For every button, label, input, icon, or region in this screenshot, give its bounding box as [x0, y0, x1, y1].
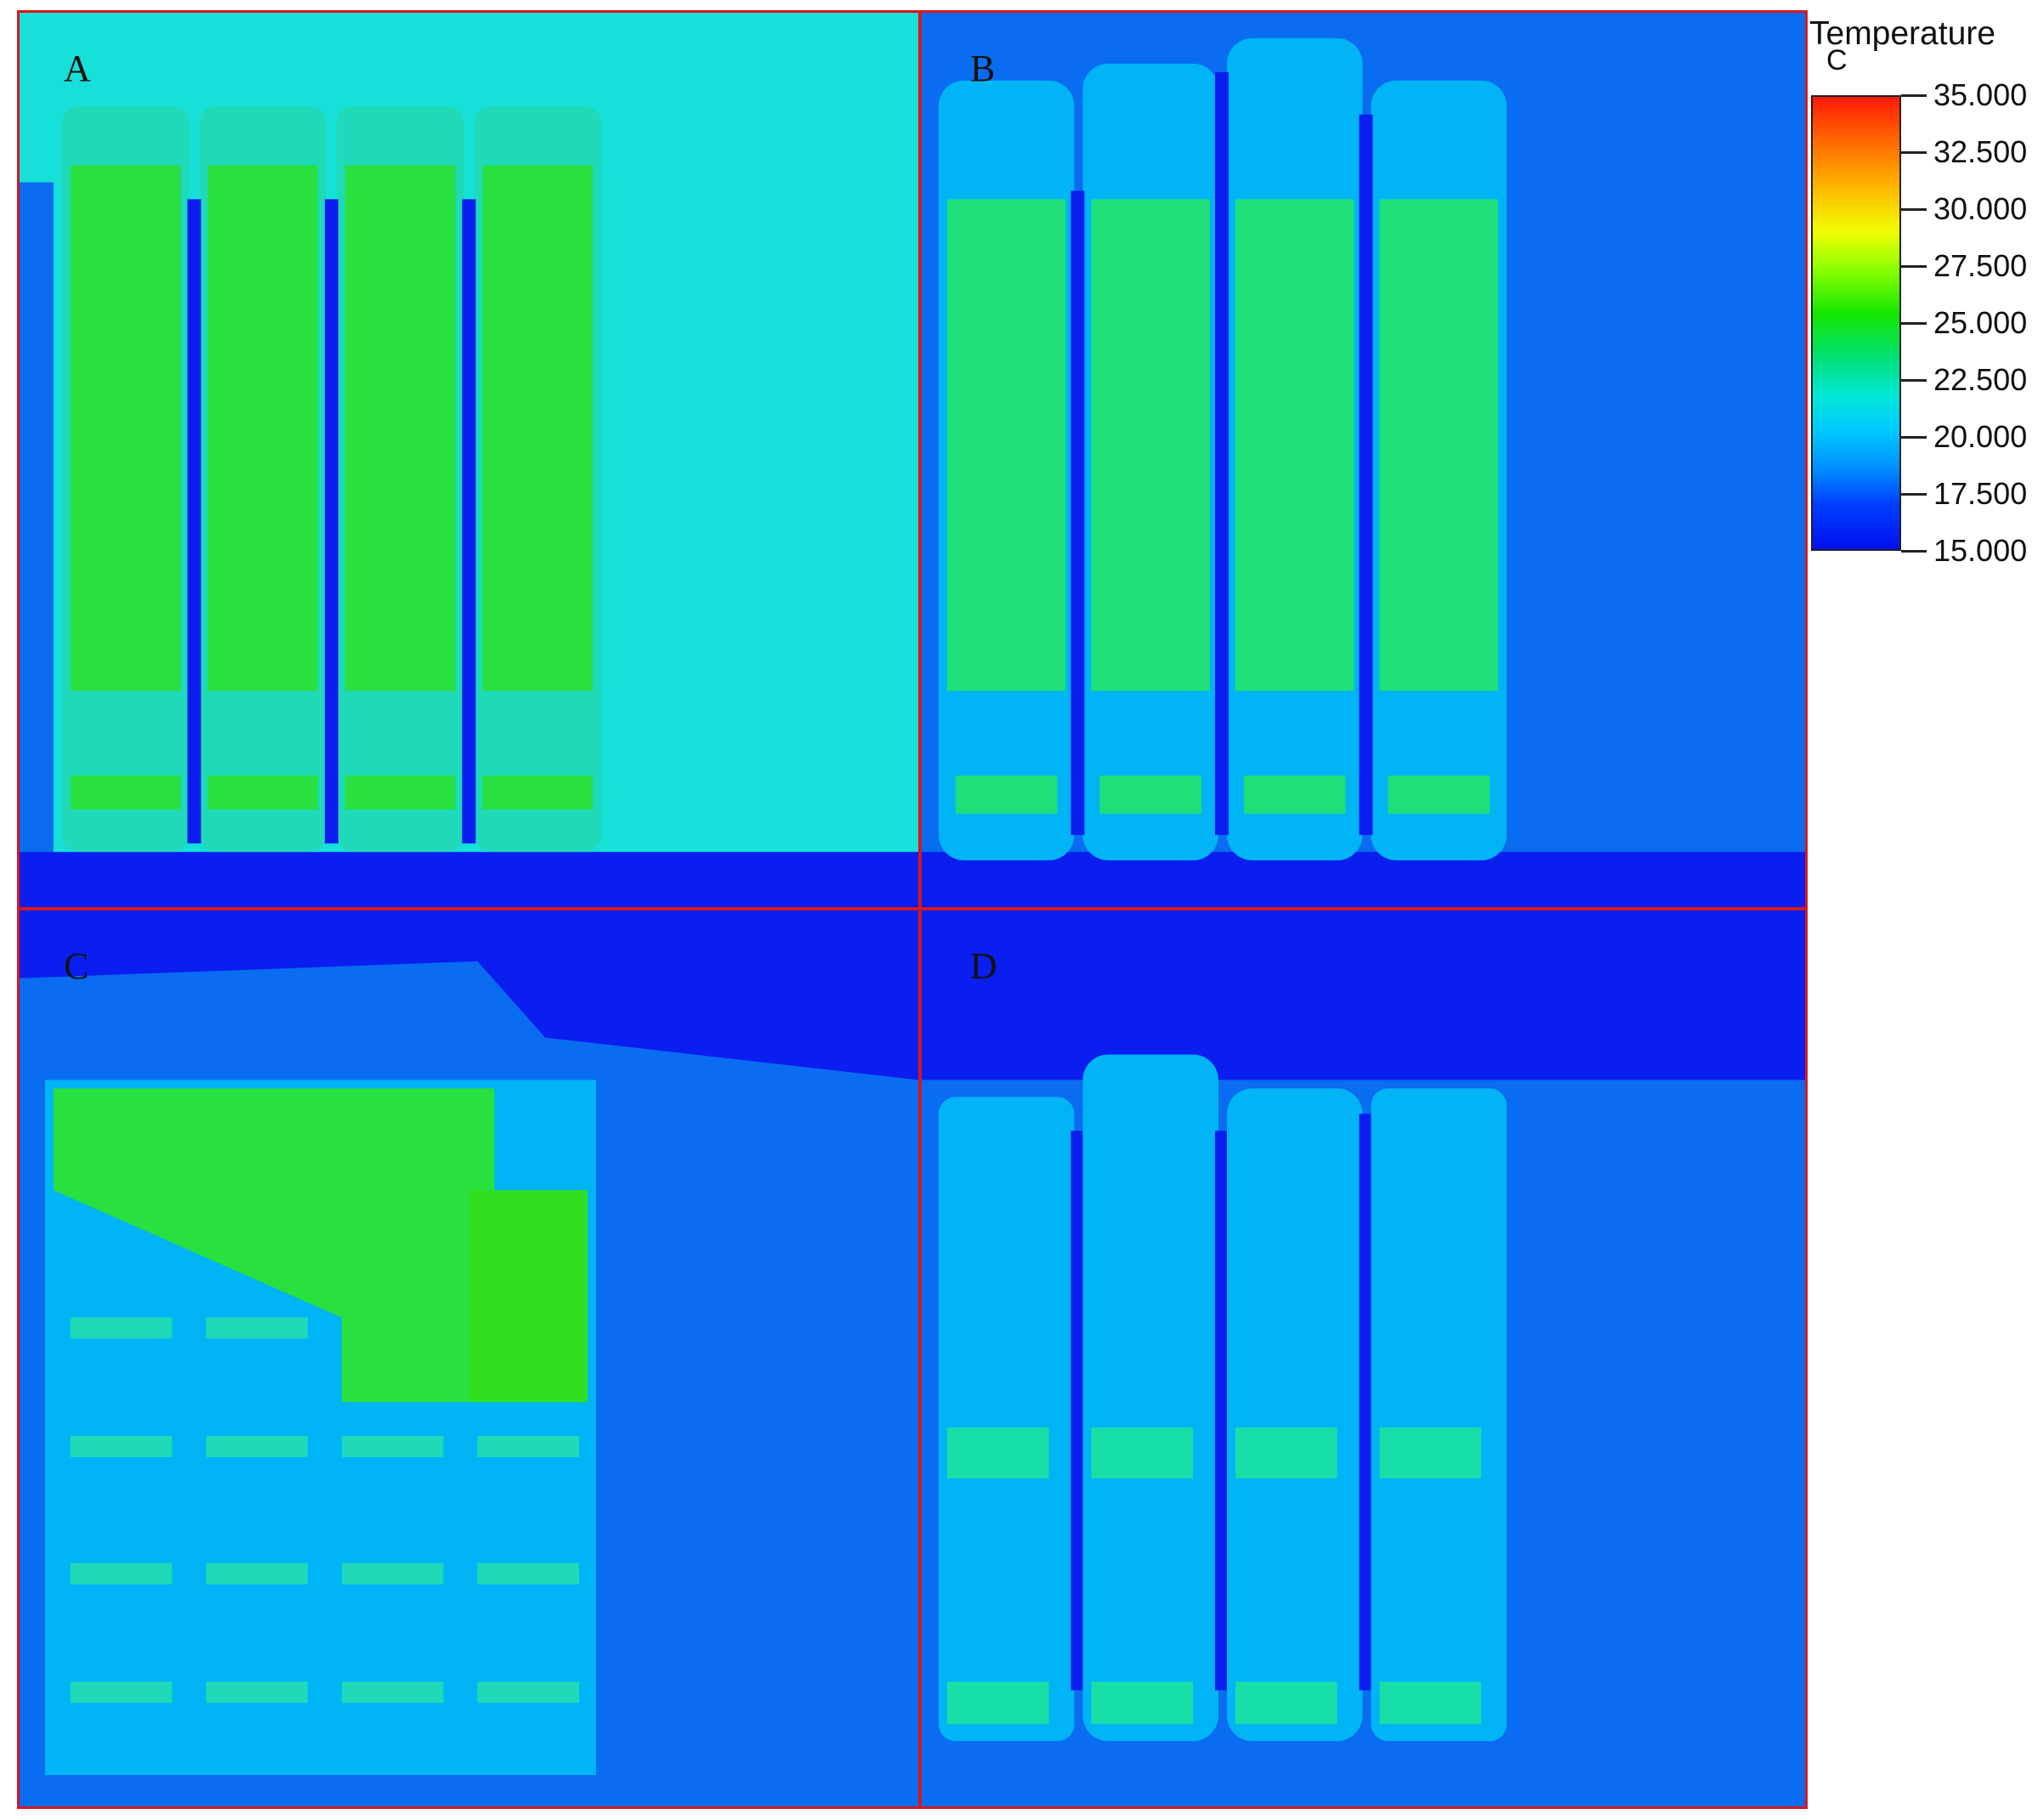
- legend-tick-label: 17.500: [1933, 476, 2028, 511]
- legend-tick: [1901, 379, 1927, 382]
- legend-tick: [1901, 322, 1927, 325]
- legend-tick: [1901, 94, 1927, 97]
- panel-b: B: [919, 10, 1808, 910]
- legend-tick-label: 30.000: [1933, 191, 2028, 226]
- legend-tick: [1901, 436, 1927, 439]
- temperature-field-d: [922, 910, 1805, 1806]
- legend-tick-label: 25.000: [1933, 305, 2028, 340]
- legend-unit: C: [1826, 44, 1848, 77]
- legend-tick-label: 15.000: [1933, 533, 2028, 568]
- temperature-field-c: [20, 910, 918, 1806]
- panel-label-b: B: [970, 48, 996, 89]
- panel-c: C: [17, 908, 921, 1809]
- legend-tick-label: 35.000: [1933, 77, 2028, 112]
- panel-label-d: D: [970, 945, 997, 987]
- legend-tick-label: 22.500: [1933, 362, 2028, 397]
- temperature-field-a: [20, 13, 918, 907]
- legend-tick: [1901, 208, 1927, 211]
- panel-d: D: [919, 908, 1808, 1809]
- panel-a: A: [17, 10, 921, 910]
- panel-label-a: A: [64, 48, 91, 89]
- legend-tick: [1901, 265, 1927, 268]
- legend-tick-label: 27.500: [1933, 248, 2028, 283]
- legend-tick-label: 20.000: [1933, 419, 2028, 454]
- legend-tick: [1901, 151, 1927, 154]
- legend-title: Temperature: [1809, 15, 1996, 52]
- panel-label-c: C: [64, 945, 89, 987]
- colorbar: [1811, 95, 1901, 551]
- temperature-field-b: [922, 13, 1805, 907]
- legend-tick-label: 32.500: [1933, 134, 2028, 169]
- legend-tick: [1901, 493, 1927, 496]
- legend-tick: [1901, 550, 1927, 553]
- temperature-legend: Temperature C 35.000 32.500 30.000 27.500 25…: [1801, 9, 2044, 570]
